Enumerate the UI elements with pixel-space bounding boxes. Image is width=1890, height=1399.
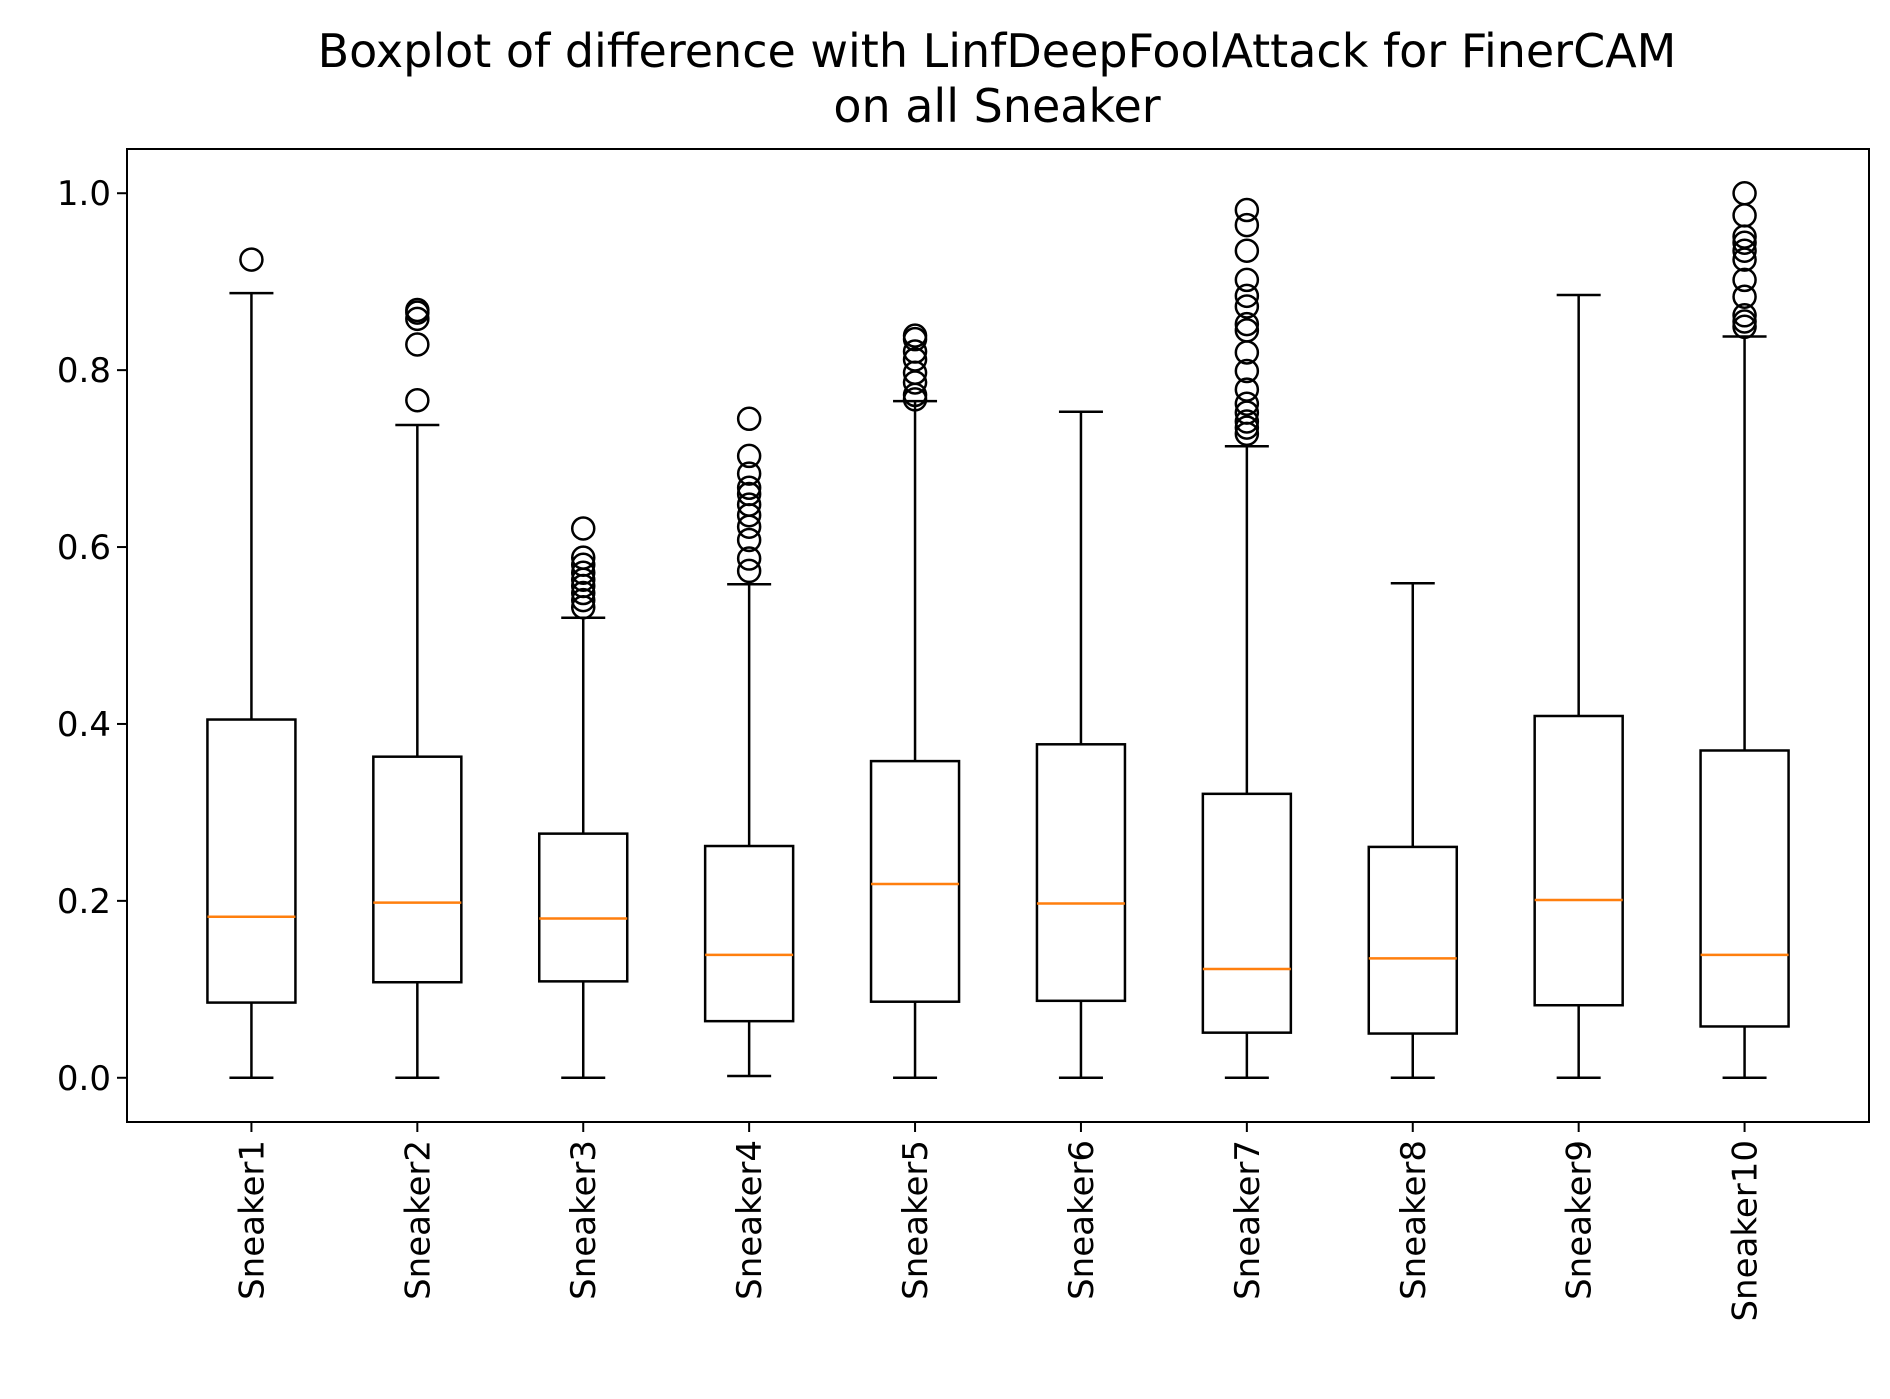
- outlier-point: [736, 527, 762, 553]
- outlier-point: [1234, 283, 1260, 309]
- outlier-point: [1234, 358, 1260, 384]
- x-tick-label: Sneaker7: [1228, 1140, 1268, 1300]
- outlier-point: [570, 560, 596, 585]
- outlier-point: [1234, 318, 1260, 343]
- iqr-box: [1367, 845, 1459, 1035]
- outlier-point: [1732, 309, 1757, 334]
- outlier-point: [1234, 391, 1260, 416]
- outlier-point: [1234, 197, 1260, 223]
- outlier-point: [405, 332, 430, 357]
- iqr-box: [1533, 714, 1624, 1007]
- box-sneaker2: [372, 297, 463, 1080]
- y-tick-label: 1.0: [57, 174, 111, 214]
- outlier-point: [902, 370, 928, 395]
- outlier-point: [570, 516, 596, 541]
- outlier-point: [902, 347, 928, 372]
- outlier-point: [570, 545, 596, 570]
- outlier-point: [1732, 303, 1757, 328]
- outlier-point: [736, 481, 762, 507]
- outlier-point: [1732, 203, 1757, 228]
- x-tick-label: Sneaker9: [1560, 1140, 1600, 1300]
- chart-title-line-2: on all Sneaker: [833, 79, 1160, 133]
- iqr-box: [1699, 749, 1790, 1028]
- iqr-box: [1201, 792, 1293, 1034]
- outlier-point: [405, 297, 430, 323]
- x-tick-label: Sneaker5: [896, 1140, 936, 1300]
- x-tick-label: Sneaker3: [564, 1140, 604, 1300]
- outlier-point: [736, 475, 762, 501]
- outlier-point: [570, 580, 596, 606]
- outlier-point: [736, 546, 762, 571]
- iqr-box: [372, 755, 463, 984]
- x-tick-label: Sneaker6: [1062, 1140, 1102, 1300]
- y-axis: 0.0 0.2 0.4 0.6 0.8 1.0: [57, 174, 127, 1099]
- box-sneaker3: [537, 516, 629, 1080]
- plot-frame: [126, 148, 1870, 1123]
- iqr-box: [869, 759, 961, 1003]
- x-tick-label: Sneaker4: [730, 1140, 770, 1300]
- box-sneaker6: [1035, 410, 1127, 1080]
- outlier-point: [1234, 212, 1260, 238]
- iqr-box: [206, 718, 297, 1004]
- outlier-point: [1732, 267, 1757, 293]
- outlier-point: [405, 387, 430, 413]
- outlier-point: [1234, 267, 1260, 293]
- y-tick-label: 0.6: [57, 528, 111, 568]
- box-sneaker7: [1201, 197, 1293, 1080]
- outlier-point: [405, 306, 430, 332]
- box-sneaker1: [206, 247, 297, 1080]
- iqr-box: [1035, 743, 1127, 1003]
- outlier-point: [1234, 409, 1260, 434]
- iqr-box: [537, 832, 629, 983]
- box-sneaker10: [1699, 180, 1790, 1080]
- iqr-box: [703, 844, 795, 1023]
- outlier-point: [736, 406, 762, 432]
- outlier-point: [1234, 415, 1260, 440]
- outlier-point: [570, 587, 596, 613]
- outlier-point: [1234, 294, 1260, 319]
- outlier-point: [1732, 230, 1757, 256]
- y-tick-label: 0.8: [57, 351, 111, 391]
- outlier-point: [902, 360, 928, 386]
- y-tick-label: 0.2: [57, 882, 111, 922]
- box-sneaker4: [703, 406, 795, 1078]
- outlier-point: [1234, 377, 1260, 402]
- y-tick-label: 0.4: [57, 705, 111, 745]
- x-tick-label: Sneaker10: [1726, 1140, 1766, 1322]
- outlier-point: [1234, 311, 1260, 337]
- outlier-point: [736, 461, 762, 486]
- outlier-point: [736, 492, 762, 517]
- chart-title-line-1: Boxplot of difference with LinfDeepFoolA…: [318, 24, 1677, 78]
- x-tick-label: Sneaker8: [1394, 1140, 1434, 1300]
- outlier-point: [239, 247, 264, 272]
- x-tick-label: Sneaker2: [398, 1140, 438, 1300]
- outlier-point: [902, 323, 928, 348]
- box-sneaker8: [1367, 582, 1459, 1080]
- box-sneaker5: [869, 323, 961, 1080]
- plot-marks: [206, 180, 1790, 1080]
- outlier-point: [1732, 180, 1757, 206]
- box-sneaker9: [1533, 293, 1624, 1080]
- outlier-point: [736, 443, 762, 469]
- outlier-point: [736, 558, 762, 584]
- outlier-point: [1732, 284, 1757, 309]
- outlier-point: [902, 339, 928, 364]
- outlier-point: [570, 552, 596, 577]
- y-tick-label: 0.0: [57, 1059, 111, 1099]
- x-axis: Sneaker1 Sneaker2 Sneaker3 Sneaker4 Sneaker5…: [232, 1122, 1766, 1322]
- outlier-point: [1732, 238, 1757, 263]
- x-tick-label: Sneaker1: [232, 1140, 272, 1300]
- outlier-point: [1234, 238, 1260, 263]
